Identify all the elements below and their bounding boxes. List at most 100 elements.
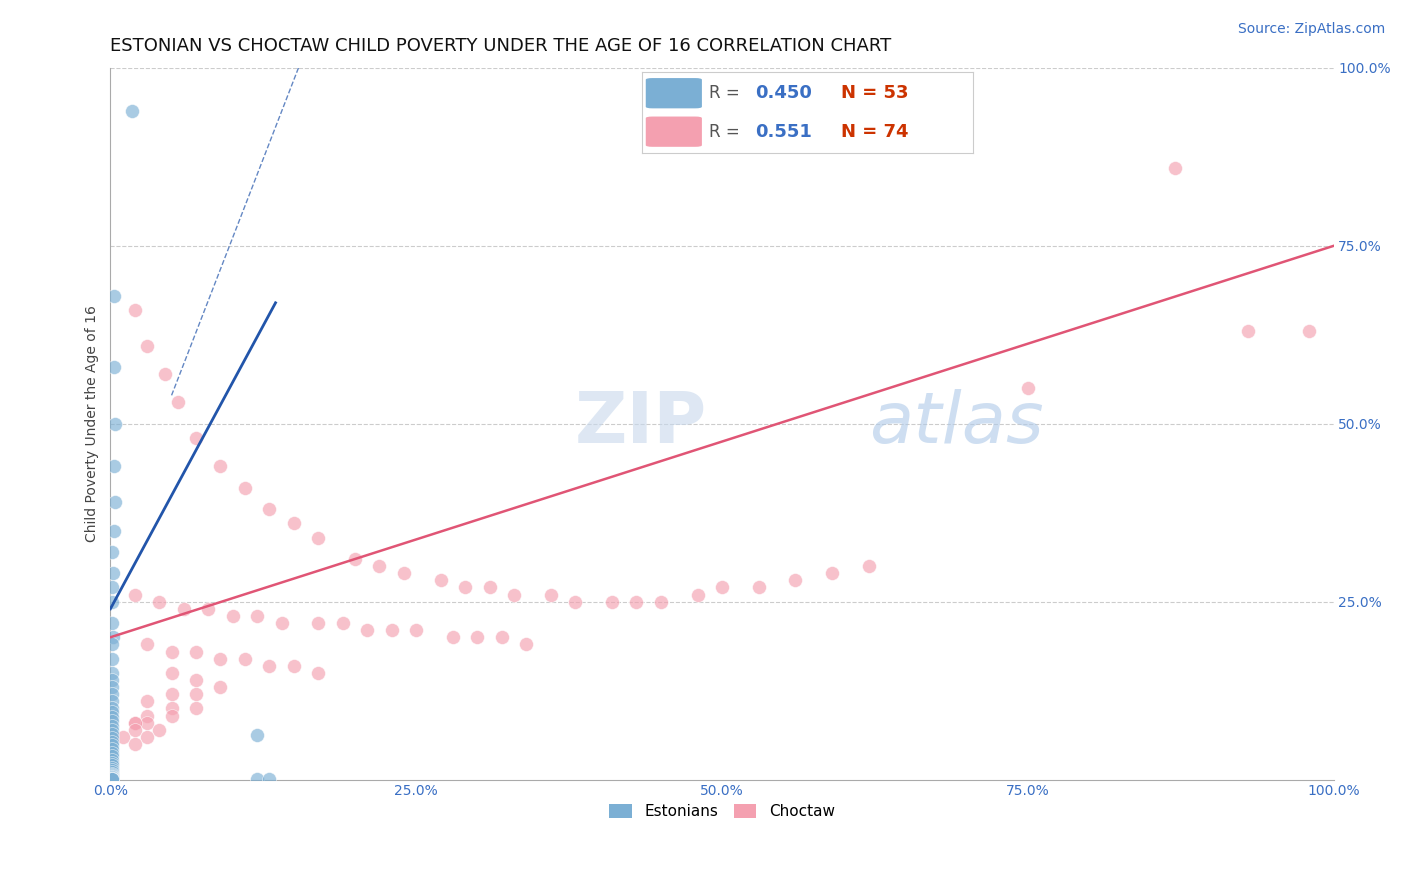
Point <box>184 673 207 687</box>
Point <box>307 531 329 545</box>
Point <box>136 338 159 352</box>
Point <box>124 723 146 737</box>
Point <box>100 772 122 786</box>
Point <box>100 771 122 785</box>
Point <box>100 758 122 772</box>
Point <box>101 566 124 581</box>
Point <box>270 615 292 630</box>
Point <box>100 545 122 559</box>
Point <box>100 746 122 760</box>
Point <box>104 417 127 431</box>
Point <box>259 772 281 786</box>
Point <box>124 715 146 730</box>
Point <box>100 768 122 782</box>
Point <box>160 687 183 701</box>
Point <box>429 574 451 588</box>
Point <box>100 581 122 595</box>
Point <box>100 651 122 665</box>
Point <box>405 623 427 637</box>
Point <box>100 673 122 687</box>
Point <box>100 735 122 749</box>
Point <box>478 581 501 595</box>
Point <box>104 495 127 509</box>
Point <box>100 739 122 753</box>
Point <box>160 665 183 680</box>
Text: atlas: atlas <box>869 389 1043 458</box>
Point <box>103 524 125 538</box>
Point <box>160 701 183 715</box>
Point <box>124 588 146 602</box>
Point <box>821 566 844 581</box>
Point <box>100 772 122 786</box>
Point <box>100 718 122 732</box>
Point <box>222 609 245 624</box>
Point <box>1237 324 1260 338</box>
Point <box>100 763 122 777</box>
Point <box>100 760 122 774</box>
Point <box>100 637 122 651</box>
Point <box>1163 161 1185 175</box>
Point <box>160 644 183 658</box>
Point <box>100 764 122 779</box>
Point <box>100 723 122 737</box>
Point <box>259 658 281 673</box>
Point <box>246 729 269 743</box>
Point <box>283 516 305 531</box>
Point <box>858 559 880 574</box>
Point <box>650 595 672 609</box>
Y-axis label: Child Poverty Under the Age of 16: Child Poverty Under the Age of 16 <box>86 305 100 542</box>
Point <box>160 708 183 723</box>
Point <box>209 651 232 665</box>
Point <box>233 481 256 495</box>
Point <box>148 723 170 737</box>
Point <box>101 630 124 644</box>
Point <box>124 715 146 730</box>
Point <box>392 566 415 581</box>
Point <box>1017 381 1039 395</box>
Point <box>100 767 122 781</box>
Point <box>626 595 648 609</box>
Point <box>100 705 122 719</box>
Point <box>173 602 195 616</box>
Point <box>100 714 122 729</box>
Point <box>100 615 122 630</box>
Text: Source: ZipAtlas.com: Source: ZipAtlas.com <box>1237 22 1385 37</box>
Point <box>100 665 122 680</box>
Point <box>166 395 188 409</box>
Point <box>100 710 122 724</box>
Point <box>100 771 122 785</box>
Point <box>184 687 207 701</box>
Point <box>209 459 232 474</box>
Point <box>100 595 122 609</box>
Point <box>111 730 134 744</box>
Point <box>100 772 122 786</box>
Point <box>100 731 122 746</box>
Point <box>100 694 122 708</box>
Point <box>100 727 122 741</box>
Point <box>136 715 159 730</box>
Point <box>209 680 232 694</box>
Point <box>381 623 404 637</box>
Point <box>103 459 125 474</box>
Point <box>124 737 146 751</box>
Point <box>710 581 733 595</box>
Point <box>155 367 177 381</box>
Point <box>100 770 122 784</box>
Point <box>785 574 807 588</box>
Point <box>748 581 770 595</box>
Point <box>197 602 219 616</box>
Point <box>103 359 125 374</box>
Point <box>686 588 709 602</box>
Point <box>100 749 122 764</box>
Legend: Estonians, Choctaw: Estonians, Choctaw <box>603 798 841 825</box>
Point <box>148 595 170 609</box>
Point <box>100 772 122 786</box>
Point <box>136 694 159 708</box>
Point <box>467 630 489 644</box>
Point <box>332 615 354 630</box>
Point <box>307 665 329 680</box>
Point <box>259 502 281 516</box>
Point <box>441 630 464 644</box>
Point <box>121 103 143 118</box>
Point <box>100 753 122 767</box>
